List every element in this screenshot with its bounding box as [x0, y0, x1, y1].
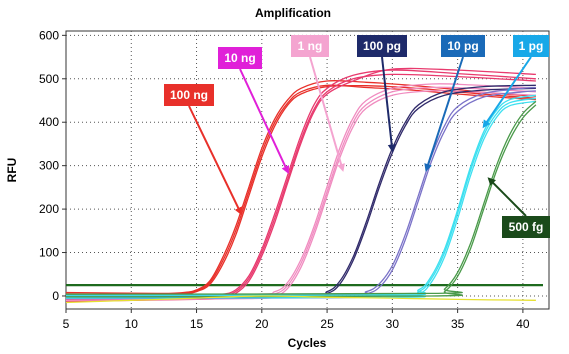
annotation-label: 500 fg	[509, 220, 544, 234]
annotation-arrow	[381, 56, 396, 153]
annotation-label: 1 ng	[298, 39, 323, 53]
annotation-arrow	[309, 56, 345, 172]
annotation-box	[218, 47, 262, 69]
x-axis-title: Cycles	[288, 336, 327, 350]
annotation-arrow	[239, 68, 290, 174]
x-tick-label: 30	[386, 317, 400, 331]
annotation-box	[164, 84, 214, 106]
series-line	[65, 295, 536, 304]
annotations: 100 ng 10 ng 1 ng 100 pg 10 pg 1 pg 500 fg	[164, 35, 550, 238]
y-tick-label: 600	[39, 28, 59, 42]
y-tick-label: 300	[39, 159, 59, 173]
annotation-box	[357, 35, 407, 57]
y-tick-label: 400	[39, 115, 59, 129]
plot-area	[65, 30, 550, 310]
x-tick-label: 40	[516, 317, 530, 331]
x-tick-label: 20	[255, 317, 269, 331]
annotation-box	[291, 35, 329, 57]
annotation-arrow	[482, 56, 532, 129]
annotation-box	[441, 35, 485, 57]
annotation-arrow	[487, 177, 527, 217]
series-curves	[65, 67, 537, 304]
y-tick-label: 0	[52, 289, 59, 303]
annotation-arrow	[188, 105, 242, 216]
x-tick-label: 35	[451, 317, 465, 331]
annotation-label: 10 pg	[447, 39, 478, 53]
series-line	[65, 83, 536, 296]
x-tick-label: 10	[125, 317, 139, 331]
x-tick-label: 5	[63, 317, 70, 331]
series-line	[65, 84, 536, 298]
annotation-box	[502, 216, 550, 238]
x-tick-label: 25	[320, 317, 334, 331]
series-line	[65, 104, 537, 298]
annotation-label: 100 pg	[363, 39, 401, 53]
series-line	[65, 97, 537, 297]
y-tick-label: 100	[39, 246, 59, 260]
chart-title: Amplification	[255, 6, 331, 20]
x-tick-label: 15	[190, 317, 204, 331]
annotation-arrow	[424, 56, 464, 172]
x-axis-ticks: 5 10 15 20 25 30 35 40	[63, 309, 530, 331]
y-tick-label: 500	[39, 72, 59, 86]
annotation-label: 10 ng	[224, 51, 255, 65]
annotation-box	[513, 35, 549, 57]
series-line	[65, 79, 536, 295]
y-axis-title: RFU	[5, 158, 19, 183]
annotation-label: 1 pg	[519, 39, 544, 53]
annotation-label: 100 ng	[170, 88, 208, 102]
series-line	[65, 100, 537, 295]
y-axis-ticks: 0 100 200 300 400 500 600	[39, 28, 66, 303]
y-tick-label: 200	[39, 202, 59, 216]
